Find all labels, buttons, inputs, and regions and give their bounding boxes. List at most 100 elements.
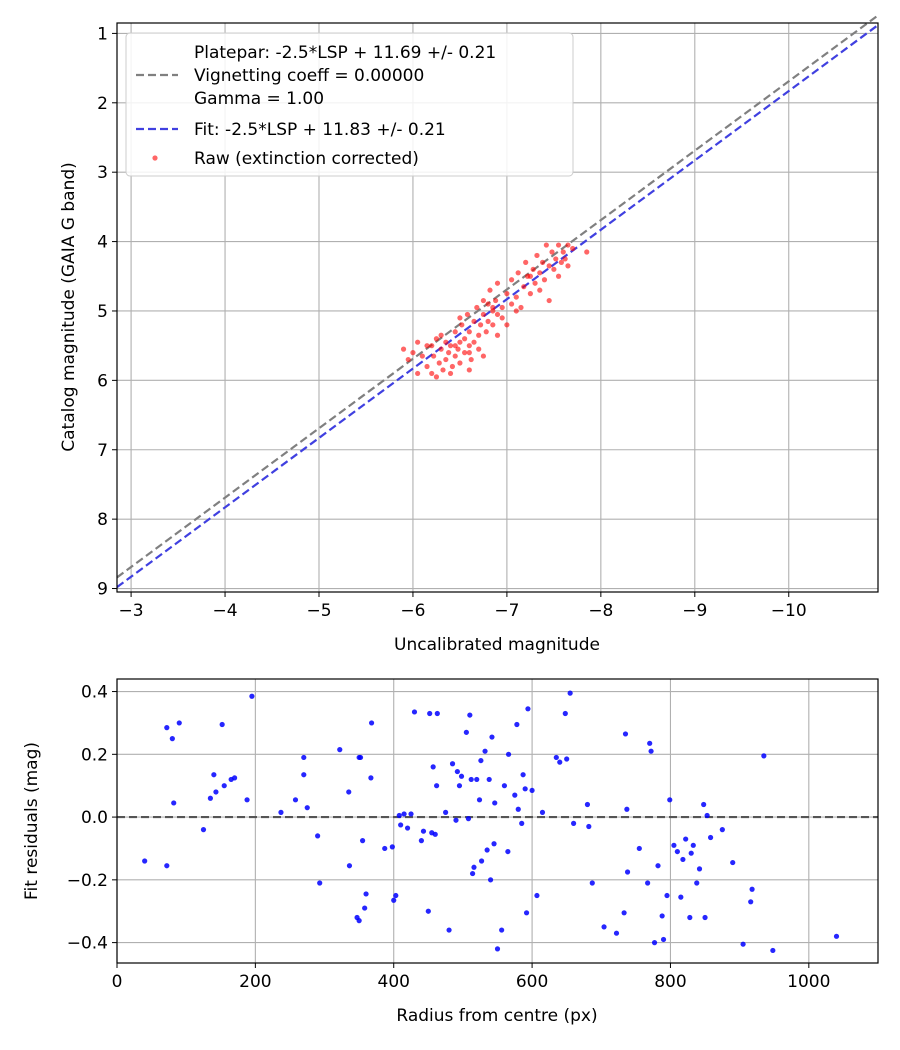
data-point — [505, 848, 511, 855]
data-point — [476, 797, 483, 803]
data-point — [301, 772, 307, 778]
legend-platepar-line-1: Platepar: -2.5*LSP + 11.69 +/- 0.21 — [194, 43, 496, 63]
data-point — [219, 721, 225, 728]
data-point — [458, 773, 465, 779]
data-point — [446, 927, 452, 933]
data-point — [601, 924, 607, 930]
data-point — [530, 266, 536, 272]
data-point — [674, 848, 680, 855]
data-point — [565, 263, 571, 269]
data-point — [401, 811, 407, 817]
residuals-x-axis-label: Radius from centre (px) — [396, 1006, 597, 1026]
data-point — [477, 322, 484, 328]
data-point — [429, 370, 435, 377]
data-point — [645, 880, 651, 886]
data-point — [424, 363, 430, 370]
data-point — [207, 795, 213, 801]
data-point — [539, 809, 546, 815]
residuals-y-axis-label: Fit residuals (mag) — [22, 742, 42, 900]
data-point — [411, 709, 418, 715]
x-tick-label: −7 — [494, 601, 519, 621]
data-point — [523, 259, 529, 265]
data-point — [667, 797, 673, 803]
y-tick-label: 0.2 — [81, 745, 108, 765]
data-point — [480, 353, 487, 359]
data-point — [513, 294, 519, 300]
y-tick-label: 0.0 — [81, 808, 108, 828]
data-point — [655, 863, 661, 869]
data-point — [687, 914, 693, 921]
data-point — [501, 783, 508, 789]
data-point — [142, 858, 148, 864]
data-point — [678, 894, 684, 900]
data-point — [748, 899, 754, 905]
residuals-grid — [116, 679, 878, 963]
data-point — [368, 775, 374, 781]
data-point — [589, 880, 595, 886]
data-point — [359, 838, 366, 844]
calibration-x-axis-label: Uncalibrated magnitude — [394, 635, 600, 655]
data-point — [427, 710, 433, 717]
data-point — [346, 863, 353, 869]
data-point — [527, 273, 533, 279]
legend-platepar-line-3: Gamma = 1.00 — [194, 89, 324, 109]
data-point — [456, 783, 463, 789]
data-point — [515, 270, 521, 276]
data-point — [213, 789, 219, 795]
legend-raw-label: Raw (extinction corrected) — [194, 149, 419, 169]
calibration-chart: −3 −4 −5 −6 −7 −8 −9 −10 1 2 3 4 5 6 7 8 9 Uncalibrated… — [59, 14, 879, 655]
data-point — [562, 256, 568, 262]
data-point — [719, 827, 725, 833]
data-point — [562, 710, 568, 717]
data-point — [463, 729, 469, 735]
data-point — [671, 842, 677, 848]
data-point — [553, 256, 559, 262]
data-point — [382, 845, 388, 852]
calibration-y-axis-label: Catalog magnitude (GAIA G band) — [59, 162, 79, 452]
data-point — [410, 350, 416, 356]
data-point — [449, 761, 456, 767]
x-tick-label: 0 — [112, 972, 123, 992]
data-point — [518, 304, 524, 311]
data-point — [636, 845, 642, 852]
data-point — [504, 291, 510, 297]
x-tick-label: −5 — [306, 601, 331, 621]
calibration-y-ticks: 1 2 3 4 5 6 7 8 9 — [97, 24, 117, 600]
data-point — [357, 754, 364, 761]
data-point — [453, 817, 459, 823]
data-point — [651, 940, 658, 946]
y-tick-label: 6 — [97, 371, 108, 391]
data-point — [537, 287, 543, 293]
calibration-plot-frame — [116, 22, 879, 593]
data-point — [391, 897, 397, 903]
data-point — [484, 847, 490, 853]
data-point — [512, 792, 518, 798]
calibration-legend: Platepar: -2.5*LSP + 11.69 +/- 0.21 Vign… — [125, 32, 574, 177]
data-point — [474, 304, 480, 311]
data-point — [694, 880, 700, 886]
data-point — [462, 336, 468, 342]
data-point — [430, 764, 436, 770]
data-point — [740, 941, 746, 947]
x-tick-label: −6 — [400, 601, 425, 621]
data-point — [462, 350, 468, 356]
x-tick-label: −4 — [213, 601, 238, 621]
data-point — [337, 747, 343, 753]
data-point — [624, 806, 630, 812]
legend-fit-label: Fit: -2.5*LSP + 11.83 +/- 0.21 — [194, 120, 446, 140]
data-point — [315, 833, 321, 839]
data-point — [405, 356, 411, 363]
data-point — [418, 838, 424, 844]
y-tick-label: 0.4 — [81, 683, 108, 703]
data-point — [482, 748, 488, 754]
data-point — [474, 776, 480, 783]
data-point — [415, 339, 421, 345]
data-point — [408, 811, 414, 817]
calibration-x-ticks: −3 −4 −5 −6 −7 −8 −9 −10 — [119, 592, 807, 621]
data-point — [169, 736, 175, 742]
data-point — [457, 339, 463, 345]
data-point — [471, 339, 477, 345]
data-point — [346, 789, 352, 795]
data-point — [749, 886, 755, 892]
